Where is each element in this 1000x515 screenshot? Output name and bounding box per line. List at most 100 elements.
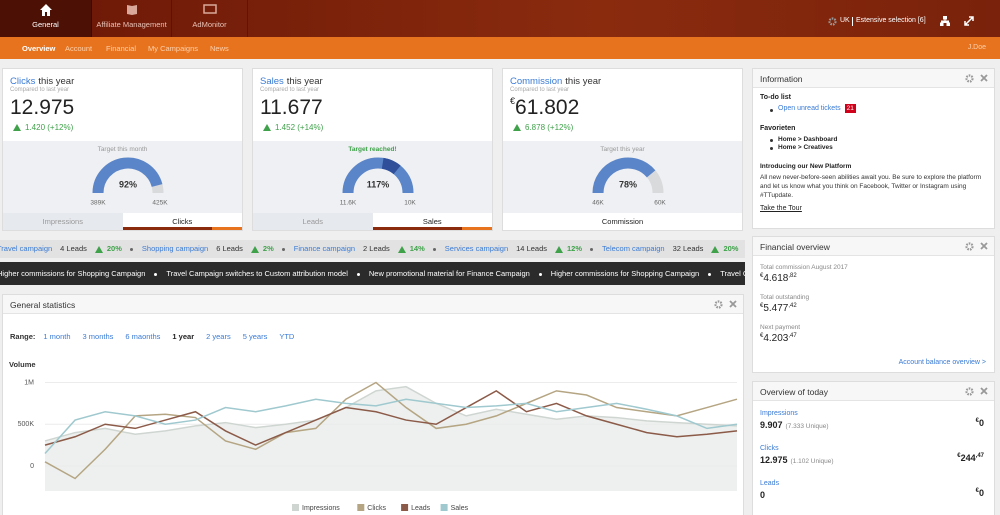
- card-tab-label: Clicks: [172, 217, 193, 226]
- range-option[interactable]: 2 years: [206, 332, 231, 341]
- icon: [711, 245, 720, 253]
- badge: 21: [844, 104, 856, 113]
- campaign-name[interactable]: Finance campaign: [293, 244, 356, 253]
- y-tick-label: 0: [30, 463, 34, 470]
- icon[interactable]: [714, 300, 723, 309]
- news-item[interactable]: Travel Campaign switches to Custom attri…: [720, 269, 745, 278]
- cta-link[interactable]: Take the Tour: [760, 205, 802, 212]
- currency: €: [957, 453, 961, 459]
- kpi-name[interactable]: Clicks: [10, 76, 36, 87]
- news-item[interactable]: New promotional material for Finance Cam…: [368, 269, 530, 278]
- icon: [94, 245, 103, 253]
- line: [44, 381, 738, 480]
- favorite-link[interactable]: Home > Creatives: [778, 144, 833, 151]
- kpi-name[interactable]: Commission: [510, 76, 563, 87]
- gear-icon: [965, 242, 974, 251]
- card-tab[interactable]: Clicks: [122, 213, 242, 230]
- nav-tab[interactable]: AdMonitor: [172, 0, 248, 37]
- legend-swatch: [440, 504, 448, 511]
- sub-nav-item[interactable]: My Campaigns: [148, 44, 199, 53]
- gauge-min: 11.6K: [340, 200, 357, 207]
- campaign-name[interactable]: Services campaign: [444, 244, 509, 253]
- icon[interactable]: [729, 300, 737, 308]
- currency: €: [975, 418, 979, 424]
- gauge-max: 10K: [404, 200, 416, 207]
- close-icon: [980, 387, 988, 395]
- icon[interactable]: [980, 74, 988, 82]
- campaign-name[interactable]: Travel campaign: [0, 244, 53, 253]
- nav-tab[interactable]: General: [0, 0, 92, 37]
- section-title: Favorieten: [760, 125, 796, 132]
- expand-icon: [964, 16, 974, 26]
- panel-header: [3, 295, 743, 314]
- range-option[interactable]: YTD: [279, 332, 295, 341]
- change: 1.452 (+14%): [275, 123, 324, 132]
- gauge-target: Target this year: [600, 146, 645, 153]
- news-ticker: Higher commissions for Shopping Campaign…: [0, 262, 745, 285]
- news-item[interactable]: Higher commissions for Shopping Campaign: [550, 269, 700, 278]
- range-bar: Range: 1 month 3 months 6 maonths 1 year 2 ye…: [10, 332, 306, 341]
- card-tab[interactable]: Impressions: [3, 213, 123, 230]
- selection[interactable]: Estensive selection [6]: [856, 17, 926, 24]
- metric-label[interactable]: Leads: [760, 480, 780, 487]
- gauge-max: 60K: [654, 200, 666, 207]
- separator: [852, 17, 853, 26]
- range-option[interactable]: 6 maonths: [125, 332, 161, 341]
- news-item[interactable]: Travel Campaign switches to Custom attri…: [166, 269, 348, 278]
- metric-label[interactable]: Impressions: [760, 410, 798, 417]
- range-label: Range:: [10, 332, 36, 341]
- up-arrow: [397, 245, 406, 253]
- balance-link[interactable]: Account balance overview >: [898, 359, 986, 366]
- icon[interactable]: [980, 387, 988, 395]
- region[interactable]: UK: [840, 17, 850, 24]
- panel: Information To-do list Open unread tickets…: [752, 68, 995, 229]
- value: 9.907: [760, 420, 783, 430]
- nav-tab[interactable]: Affiliate Management: [92, 0, 172, 37]
- user-name[interactable]: J.Doe: [967, 44, 986, 51]
- legend-swatch: [401, 504, 409, 511]
- card-tab[interactable]: Sales: [372, 213, 492, 230]
- favorite-link[interactable]: Home > Dashboard: [778, 136, 838, 143]
- card-accent: [462, 227, 492, 230]
- kpi-value: 12.975: [10, 96, 74, 120]
- decimals: ,47: [788, 333, 797, 339]
- kpi-card: Clicks this year Compared to last year 12.9…: [2, 68, 243, 231]
- icon[interactable]: [965, 74, 974, 83]
- range-option[interactable]: 3 months: [82, 332, 114, 341]
- kpi-suffix: this year: [286, 76, 323, 87]
- metric-label[interactable]: Clicks: [760, 445, 779, 452]
- kpi-name[interactable]: Sales: [260, 76, 284, 87]
- sitemap-icon: [940, 16, 950, 26]
- line-chart: Volume 0 500K 1M Impressions Clicks Leads Sales: [9, 360, 738, 512]
- gauge-fill: [342, 157, 414, 194]
- sub-nav-item[interactable]: News: [210, 44, 229, 53]
- news-item[interactable]: Higher commissions for Shopping Campaign: [0, 269, 146, 278]
- gear-icon: [714, 300, 723, 309]
- sub-nav-item[interactable]: Overview: [22, 44, 56, 53]
- range-option[interactable]: 1 month: [43, 332, 71, 341]
- range-option[interactable]: 1 year: [172, 332, 195, 341]
- campaign-leads: 32 Leads: [672, 244, 704, 253]
- amount: 5.477: [763, 303, 789, 314]
- kpi-card: Commission this year Compared to last year…: [502, 68, 743, 231]
- gauge-label: 92%: [119, 179, 137, 189]
- card-tab[interactable]: Leads: [253, 213, 373, 230]
- campaign-name[interactable]: Shopping campaign: [141, 244, 209, 253]
- icon[interactable]: [965, 242, 974, 251]
- section-title: Introducing our New Platform: [760, 163, 852, 170]
- card-tab-label: Commission: [601, 217, 644, 226]
- todo-link[interactable]: Open unread tickets: [778, 105, 841, 112]
- icon: 78% 46K 60K: [592, 157, 666, 207]
- icon[interactable]: [828, 17, 837, 26]
- gauge-panel: Target reached! 117% 11.6K 10K: [253, 141, 492, 213]
- campaign-name[interactable]: Telecom campaign: [602, 244, 665, 253]
- sub-nav-item[interactable]: Financial: [106, 44, 137, 53]
- icon[interactable]: [965, 387, 974, 396]
- sub-nav-item[interactable]: Account: [65, 44, 93, 53]
- range-option[interactable]: 5 years: [242, 332, 268, 341]
- kpi-change: 1.452 (+14%): [263, 123, 323, 132]
- icon: [250, 245, 259, 253]
- icon[interactable]: [980, 242, 988, 250]
- panel-title: Information: [760, 74, 803, 84]
- panel: Financial overview Total commission Augus…: [752, 236, 995, 373]
